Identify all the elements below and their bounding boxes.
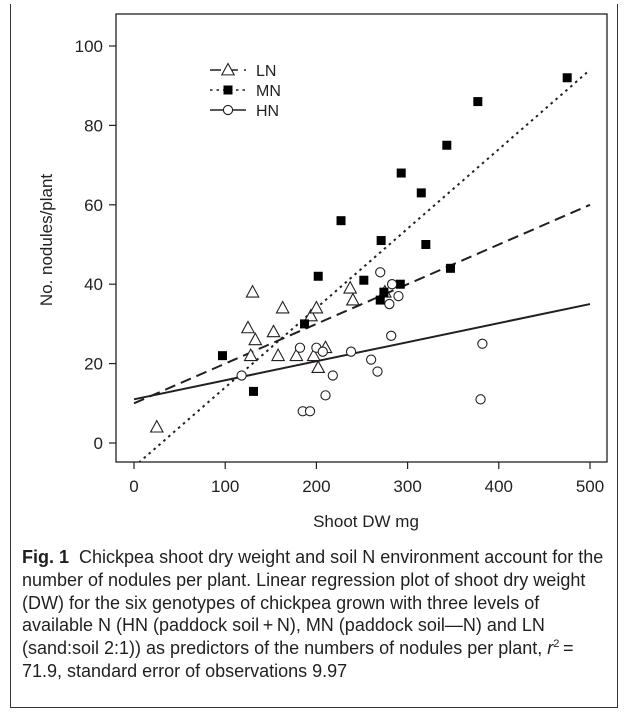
mn-point — [396, 168, 406, 178]
x-axis-title: Shoot DW mg — [313, 512, 419, 531]
plot-box — [115, 13, 608, 463]
legend-label-ln: LN — [256, 63, 276, 80]
hn-point — [384, 298, 395, 310]
y-tick-label: 20 — [84, 355, 103, 374]
ln-point — [306, 348, 321, 362]
mn-point — [300, 319, 310, 329]
mn-point — [562, 73, 572, 83]
hn-point — [294, 342, 306, 353]
hn-point — [475, 394, 486, 405]
mn-point — [313, 271, 323, 281]
figure-caption: Fig. 1 Chickpea shoot dry weight and soi… — [22, 546, 614, 683]
hn-point — [320, 390, 331, 401]
ln-point — [240, 320, 256, 334]
hn-point — [372, 366, 383, 377]
x-tick-label: 500 — [576, 477, 604, 496]
figure-frame — [10, 4, 618, 708]
mn-point — [416, 188, 426, 198]
mn-point — [421, 240, 431, 249]
x-tick-label: 300 — [393, 477, 421, 496]
x-tick-label: 200 — [302, 477, 330, 496]
caption-label: Fig. 1 — [22, 547, 70, 567]
hn-point — [236, 370, 247, 381]
hn-point — [304, 406, 316, 417]
legend-marker-hn — [222, 104, 234, 116]
legend-label-mn: MN — [256, 83, 281, 100]
mn-point — [217, 351, 227, 361]
regression-line-ln — [133, 203, 591, 405]
y-tick-label: 40 — [84, 275, 103, 294]
caption-main-text: Chickpea shoot dry weight and soil N env… — [22, 547, 604, 659]
ln-point — [275, 300, 290, 314]
ln-point — [245, 284, 260, 298]
ln-point — [311, 359, 326, 373]
ln-point — [248, 332, 263, 346]
hn-point — [386, 279, 398, 290]
hn-point — [393, 290, 404, 302]
regression-line-hn — [133, 303, 591, 401]
legend-label-hn: HN — [256, 103, 279, 120]
y-tick-label: 60 — [84, 196, 103, 215]
mn-point — [445, 263, 455, 273]
ln-point — [345, 292, 361, 306]
ln-point — [343, 280, 358, 294]
regression-line-mn — [138, 69, 591, 462]
scatter-plot: 0 100 200 300 400 500 0 20 40 60 80 100 Shoot DW mg N… — [37, 13, 608, 531]
caption-end-text: = 71.9, standard error of observations 9… — [22, 638, 578, 681]
x-tick-label: 100 — [211, 477, 239, 496]
hn-point — [345, 346, 357, 357]
hn-point — [327, 370, 338, 381]
ln-point — [266, 324, 281, 338]
mn-point — [473, 97, 483, 107]
ln-point — [309, 300, 324, 314]
caption-r-exponent: 2 — [553, 638, 560, 651]
x-tick-label: 0 — [129, 477, 138, 496]
hn-point — [477, 338, 488, 349]
ln-point — [149, 419, 164, 433]
ln-point — [243, 348, 258, 362]
mn-point — [359, 275, 369, 285]
mn-point — [336, 216, 346, 226]
hn-point — [386, 330, 397, 341]
ln-point — [270, 348, 286, 362]
ln-point — [303, 308, 319, 322]
mn-point — [376, 236, 386, 246]
hn-point — [317, 346, 328, 357]
legend-marker-ln — [220, 62, 236, 76]
hn-point — [365, 354, 377, 365]
mn-point — [379, 287, 389, 297]
caption-r-symbol: r — [547, 638, 554, 659]
ln-point — [289, 348, 304, 362]
y-tick-label: 100 — [75, 37, 103, 56]
mn-point — [248, 386, 258, 396]
y-axis-title: No. nodules/plant — [37, 174, 56, 307]
x-tick-label: 400 — [485, 477, 513, 496]
mn-point — [395, 279, 405, 289]
mn-point — [442, 140, 452, 150]
y-tick-label: 0 — [94, 434, 103, 453]
legend-marker-mn — [223, 85, 233, 95]
y-tick-label: 80 — [84, 116, 103, 135]
mn-point — [375, 295, 385, 305]
hn-point — [375, 267, 386, 278]
